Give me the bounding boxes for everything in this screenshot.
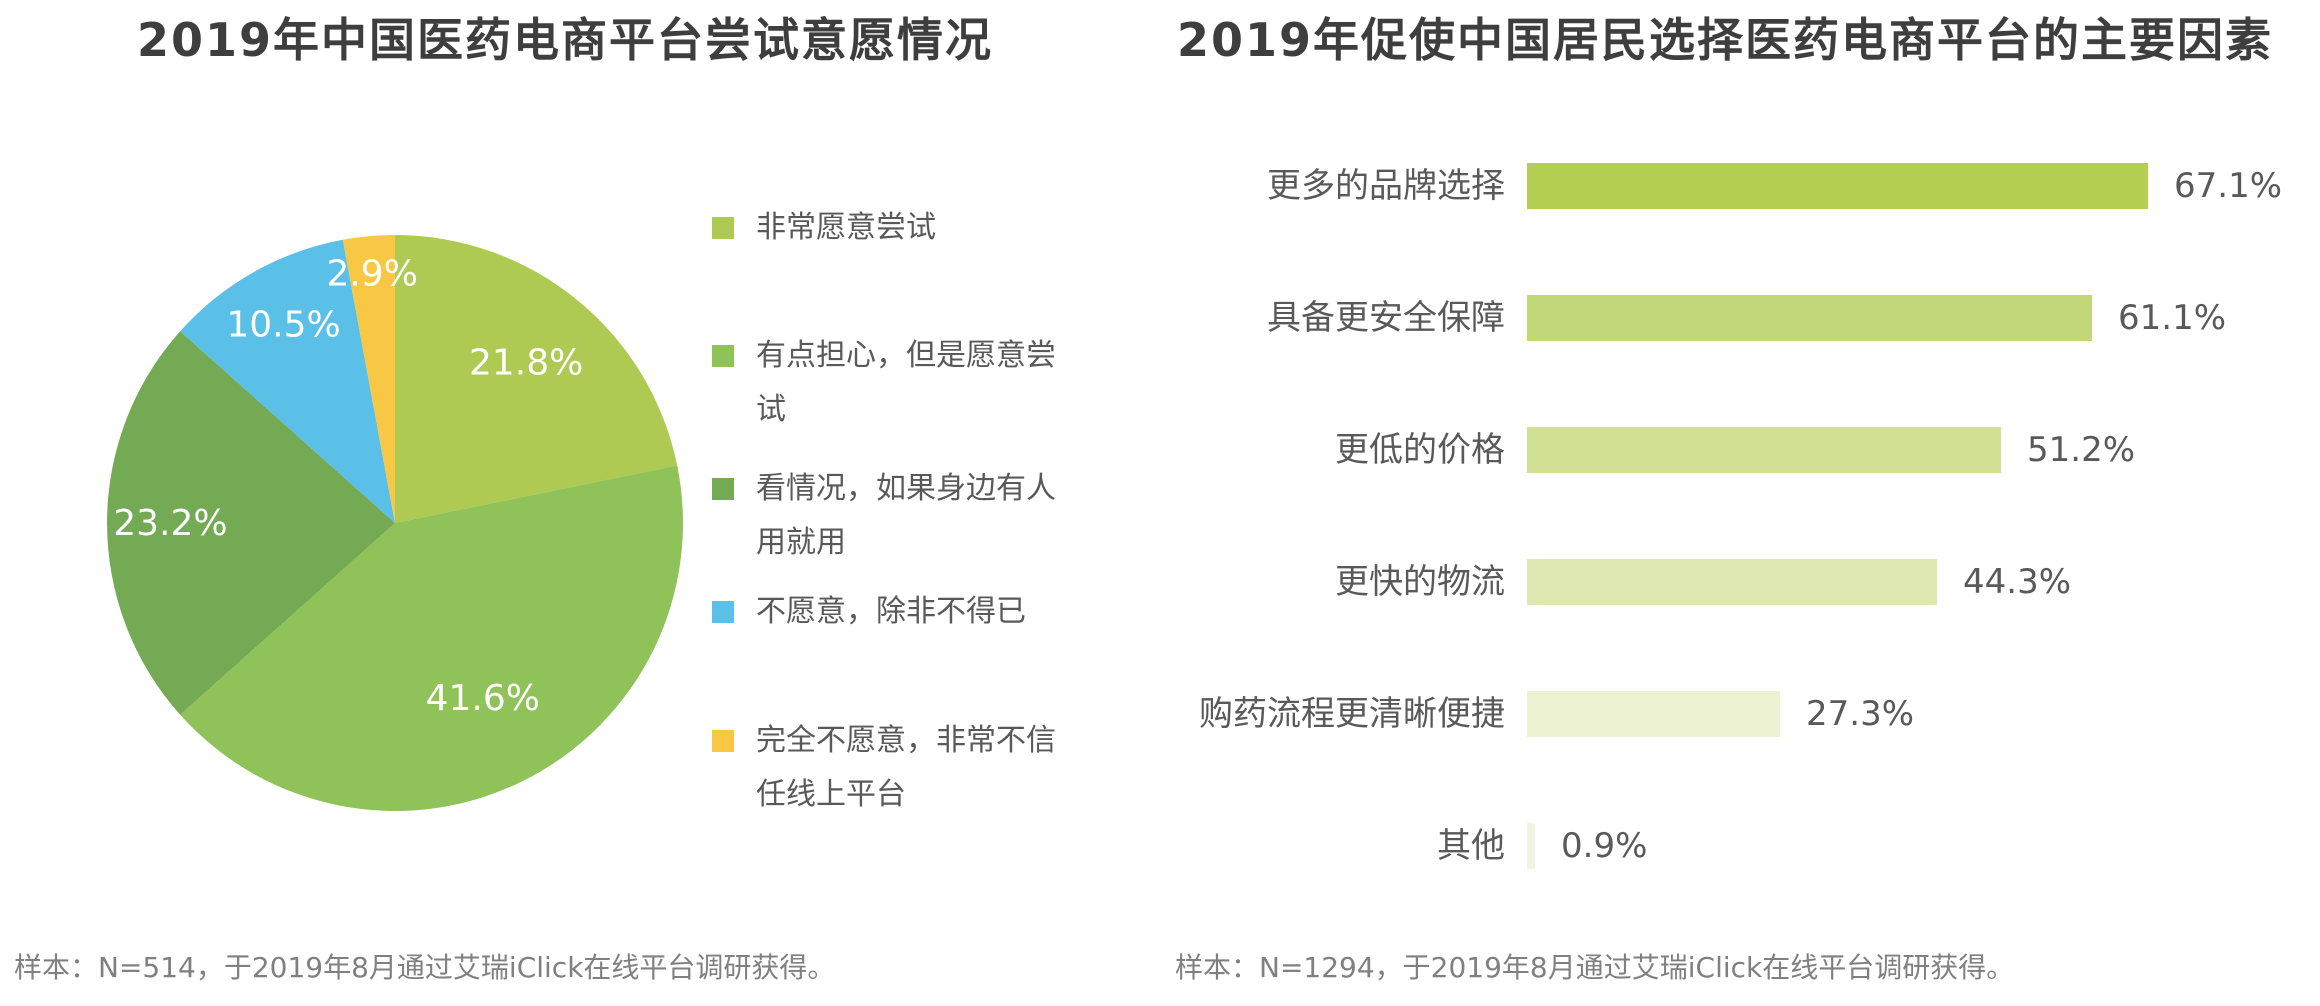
bar-value-label: 44.3% <box>1963 562 2072 602</box>
bar-value-label: 0.9% <box>1561 826 1648 866</box>
bar-category-label: 更快的物流 <box>1335 562 1505 602</box>
legend-item: 有点担心，但是愿意尝试 <box>712 329 1068 437</box>
bar-category-label: 具备更安全保障 <box>1267 298 1505 338</box>
legend-item: 非常愿意尝试 <box>712 201 1068 255</box>
bar-sample-note: 样本：N=1294，于2019年8月通过艾瑞iClick在线平台调研获得。 <box>1175 951 2015 984</box>
legend-label: 不愿意，除非不得已 <box>756 594 1026 629</box>
pie-slice-value-label: 23.2% <box>113 503 227 544</box>
pie-slice-value-label: 41.6% <box>426 678 540 719</box>
pie-slice-1 <box>395 235 678 523</box>
bar-category-label: 其他 <box>1437 826 1505 866</box>
bar-value-label: 67.1% <box>2174 166 2283 206</box>
bar-row: 更快的物流 44.3% <box>1130 559 2320 605</box>
legend-swatch <box>712 730 734 752</box>
legend-label: 完全不愿意，非常不信任线上平台 <box>756 723 1056 812</box>
legend-label: 有点担心，但是愿意尝试 <box>756 338 1056 427</box>
legend-swatch <box>712 601 734 623</box>
legend-swatch <box>712 217 734 239</box>
bar-row: 购药流程更清晰便捷 27.3% <box>1130 691 2320 737</box>
pie-chart-panel: 2019年中国医药电商平台尝试意愿情况 21.8% 41.6% 23.2% 10.5%… <box>0 0 1130 1006</box>
pie-slice-5 <box>342 235 395 523</box>
bar-fill <box>1527 691 1780 737</box>
legend-swatch <box>712 345 734 367</box>
legend-label: 非常愿意尝试 <box>756 210 936 245</box>
bar-fill <box>1527 163 2148 209</box>
legend-label: 看情况，如果身边有人用就用 <box>756 471 1056 560</box>
pie-slice-value-label: 10.5% <box>226 305 340 346</box>
pie-chart-title: 2019年中国医药电商平台尝试意愿情况 <box>136 13 994 67</box>
legend-swatch <box>712 478 734 500</box>
pie-chart: 21.8% 41.6% 23.2% 10.5% 2.9% <box>107 235 683 811</box>
legend-item: 看情况，如果身边有人用就用 <box>712 462 1068 570</box>
bar-category-label: 购药流程更清晰便捷 <box>1199 694 1505 734</box>
pie-slice-3 <box>107 331 395 715</box>
bar-fill <box>1527 559 1937 605</box>
legend-item: 完全不愿意，非常不信任线上平台 <box>712 714 1068 822</box>
bar-fill <box>1527 295 2092 341</box>
bar-fill <box>1527 823 1535 869</box>
bar-row: 其他 0.9% <box>1130 823 2320 869</box>
bar-value-label: 51.2% <box>2027 430 2136 470</box>
pie-slice-value-label: 21.8% <box>469 342 583 383</box>
bar-category-label: 更多的品牌选择 <box>1267 166 1505 206</box>
pie-sample-note: 样本：N=514，于2019年8月通过艾瑞iClick在线平台调研获得。 <box>14 951 836 984</box>
bar-fill <box>1527 427 2001 473</box>
bar-chart-title: 2019年促使中国居民选择医药电商平台的主要因素 <box>1176 13 2274 67</box>
pie-slice-value-label: 2.9% <box>326 254 417 295</box>
pie-slice-4 <box>180 239 395 524</box>
bar-row: 更低的价格 51.2% <box>1130 427 2320 473</box>
legend-item: 不愿意，除非不得已 <box>712 585 1068 639</box>
bar-value-label: 27.3% <box>1806 694 1915 734</box>
bar-value-label: 61.1% <box>2118 298 2227 338</box>
bar-row: 更多的品牌选择 67.1% <box>1130 163 2320 209</box>
bar-row: 具备更安全保障 61.1% <box>1130 295 2320 341</box>
pie-slice-2 <box>180 465 683 811</box>
bar-category-label: 更低的价格 <box>1335 430 1505 470</box>
bar-chart-panel: 2019年促使中国居民选择医药电商平台的主要因素 更多的品牌选择 67.1% 具备更… <box>1130 0 2320 1006</box>
